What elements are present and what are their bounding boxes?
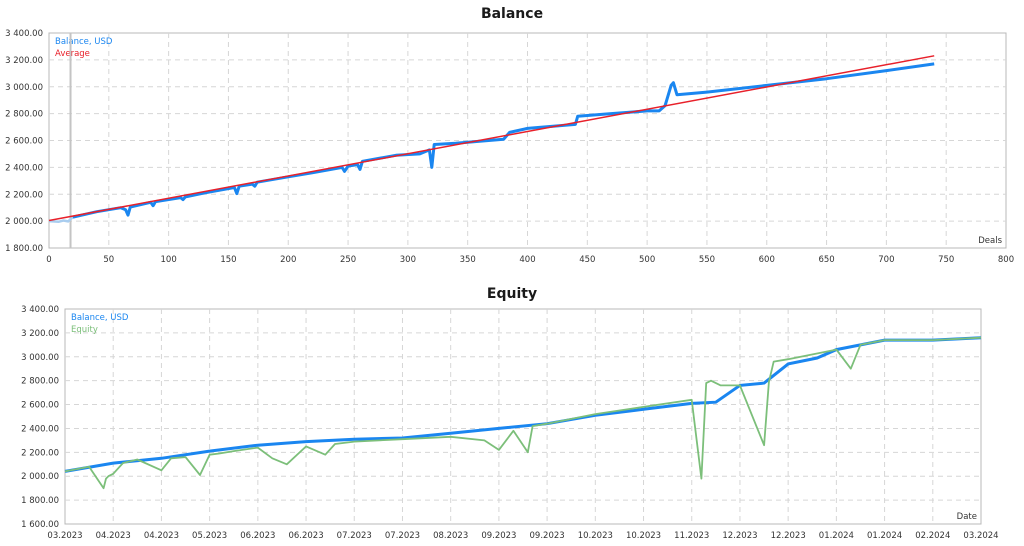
x-tick-label: 06.2023 bbox=[240, 531, 275, 541]
y-tick-label: 3 200.00 bbox=[21, 329, 59, 339]
x-tick-label: 700 bbox=[878, 255, 894, 265]
equity-chart-title: Equity bbox=[486, 286, 538, 302]
balance-chart-title: Balance bbox=[480, 6, 544, 22]
x-tick-label: 01.2024 bbox=[867, 531, 902, 541]
y-tick-label: 3 000.00 bbox=[5, 83, 43, 93]
x-tick-label: 650 bbox=[818, 255, 834, 265]
equity-line bbox=[64, 336, 982, 490]
y-tick-label: 2 400.00 bbox=[5, 163, 43, 173]
balance-pre-segment bbox=[48, 216, 74, 224]
x-tick-label: 03.2024 bbox=[963, 531, 998, 541]
y-tick-label: 1 800.00 bbox=[5, 244, 43, 254]
y-tick-label: 1 800.00 bbox=[21, 496, 59, 506]
x-tick-label: 250 bbox=[340, 255, 356, 265]
x-tick-label: 50 bbox=[103, 255, 114, 265]
x-tick-label: 03.2023 bbox=[47, 531, 82, 541]
x-tick-label: 10.2023 bbox=[578, 531, 613, 541]
x-tick-label: 450 bbox=[579, 255, 595, 265]
x-tick-label: 800 bbox=[998, 255, 1014, 265]
x-tick-label: 350 bbox=[460, 255, 476, 265]
x-tick-label: 02.2024 bbox=[915, 531, 950, 541]
equity-balance-line bbox=[64, 336, 982, 473]
y-tick-label: 2 200.00 bbox=[5, 190, 43, 200]
x-tick-label: 04.2023 bbox=[96, 531, 131, 541]
y-tick-label: 3 000.00 bbox=[21, 353, 59, 363]
x-tick-label: 100 bbox=[161, 255, 177, 265]
legend-item: Balance, USD bbox=[55, 37, 113, 47]
x-tick-label: 09.2023 bbox=[481, 531, 516, 541]
y-tick-label: 3 400.00 bbox=[21, 305, 59, 315]
y-tick-label: 3 400.00 bbox=[5, 29, 43, 39]
y-tick-label: 1 600.00 bbox=[21, 520, 59, 530]
average-line bbox=[48, 55, 935, 222]
equity-chart: 3 400.00 3 200.00 3 000.00 2 800.00 2 600.00… bbox=[21, 305, 998, 541]
x-tick-label: 150 bbox=[220, 255, 236, 265]
x-tick-label: 300 bbox=[400, 255, 416, 265]
x-tick-label: 500 bbox=[639, 255, 655, 265]
x-tick-label: 12.2023 bbox=[722, 531, 757, 541]
x-tick-label: 07.2023 bbox=[337, 531, 372, 541]
x-tick-label: 08.2023 bbox=[433, 531, 468, 541]
y-tick-label: 2 600.00 bbox=[21, 401, 59, 411]
x-tick-label: 09.2023 bbox=[530, 531, 565, 541]
y-tick-label: 2 000.00 bbox=[21, 472, 59, 482]
x-tick-label: 06.2023 bbox=[288, 531, 323, 541]
plot-frame bbox=[64, 308, 982, 525]
y-tick-label: 2 600.00 bbox=[5, 137, 43, 147]
x-tick-label: 400 bbox=[519, 255, 535, 265]
x-tick-label: 11.2023 bbox=[674, 531, 709, 541]
x-tick-label: 550 bbox=[699, 255, 715, 265]
y-tick-label: 2 800.00 bbox=[21, 377, 59, 387]
balance-chart: 3 400.00 3 200.00 3 000.00 2 800.00 2 600.00… bbox=[5, 29, 1014, 265]
x-tick-label: 10.2023 bbox=[626, 531, 661, 541]
x-tick-label: 0 bbox=[46, 255, 51, 265]
y-tick-label: 2 400.00 bbox=[21, 424, 59, 434]
x-axis-name: Deals bbox=[978, 236, 1002, 246]
x-tick-label: 01.2024 bbox=[819, 531, 854, 541]
y-tick-label: 2 800.00 bbox=[5, 110, 43, 120]
y-tick-label: 2 200.00 bbox=[21, 448, 59, 458]
x-tick-label: 200 bbox=[280, 255, 296, 265]
x-axis-name: Date bbox=[957, 512, 977, 522]
legend-item: Balance, USD bbox=[71, 313, 129, 323]
legend-item: Average bbox=[55, 49, 90, 59]
y-tick-label: 3 200.00 bbox=[5, 56, 43, 66]
x-tick-label: 07.2023 bbox=[385, 531, 420, 541]
x-tick-label: 12.2023 bbox=[771, 531, 806, 541]
x-tick-label: 05.2023 bbox=[192, 531, 227, 541]
legend-item: Equity bbox=[71, 325, 98, 335]
x-tick-label: 600 bbox=[759, 255, 775, 265]
y-tick-label: 2 000.00 bbox=[5, 217, 43, 227]
x-tick-label: 750 bbox=[938, 255, 954, 265]
x-tick-label: 04.2023 bbox=[144, 531, 179, 541]
